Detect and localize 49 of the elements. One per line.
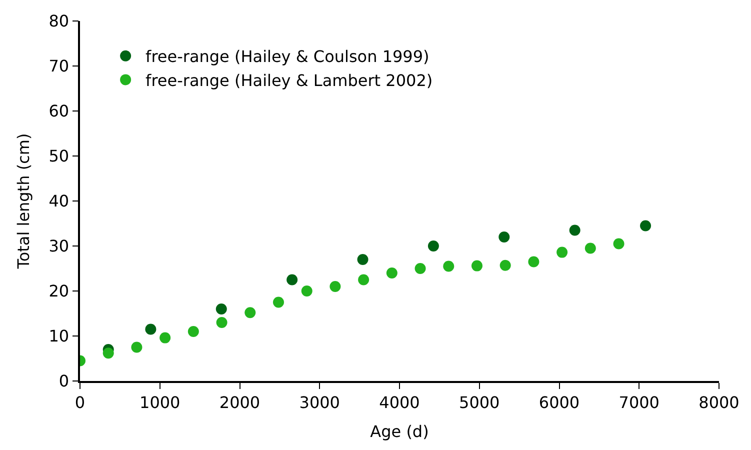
point [428, 240, 439, 252]
x-axis-title: Age (d) [370, 422, 429, 442]
point [301, 286, 312, 296]
point [414, 263, 426, 274]
legend-label: free-range (Hailey & Coulson 1999) [146, 47, 430, 66]
point [286, 274, 298, 286]
y-tick-label: 0 [58, 372, 70, 391]
point [500, 260, 511, 271]
point [528, 256, 540, 268]
legend-label: free-range (Hailey & Lambert 2002) [146, 70, 433, 90]
point [386, 268, 398, 278]
x-tick-label: 1000 [140, 392, 180, 412]
y-tick-label: 40 [48, 192, 70, 211]
point [102, 348, 114, 359]
point [498, 232, 510, 242]
point [272, 296, 284, 308]
y-tick-label: 10 [48, 326, 70, 346]
point [613, 238, 624, 250]
point [357, 254, 368, 265]
point [244, 307, 256, 318]
y-tick-label: 80 [48, 12, 70, 31]
point [640, 220, 652, 232]
x-tick-label: 0 [74, 392, 86, 412]
point [569, 224, 580, 236]
point [145, 324, 156, 335]
y-tick-label: 50 [48, 146, 70, 166]
point [556, 246, 568, 258]
y-tick-label: 60 [48, 102, 70, 121]
x-tick-label: 6000 [538, 392, 580, 412]
point [330, 281, 341, 292]
point [443, 260, 454, 272]
point [358, 274, 370, 286]
y-tick-label: 30 [48, 236, 70, 256]
y-axis-title: Total length (cm) [14, 133, 34, 270]
point [216, 304, 227, 314]
x-tick-label: 8000 [698, 392, 740, 412]
point [188, 326, 199, 337]
x-tick-label: 7000 [618, 392, 660, 412]
x-tick-label: 2000 [219, 392, 260, 412]
x-tick-label: 5000 [459, 392, 500, 412]
point [216, 317, 228, 328]
x-tick-label: 4000 [379, 392, 420, 412]
point [131, 342, 142, 353]
point [584, 242, 596, 254]
x-tick-label: 3000 [299, 392, 340, 412]
y-tick-label: 70 [48, 56, 70, 76]
y-tick-label: 20 [48, 282, 70, 301]
point [471, 260, 482, 272]
point [160, 332, 171, 344]
